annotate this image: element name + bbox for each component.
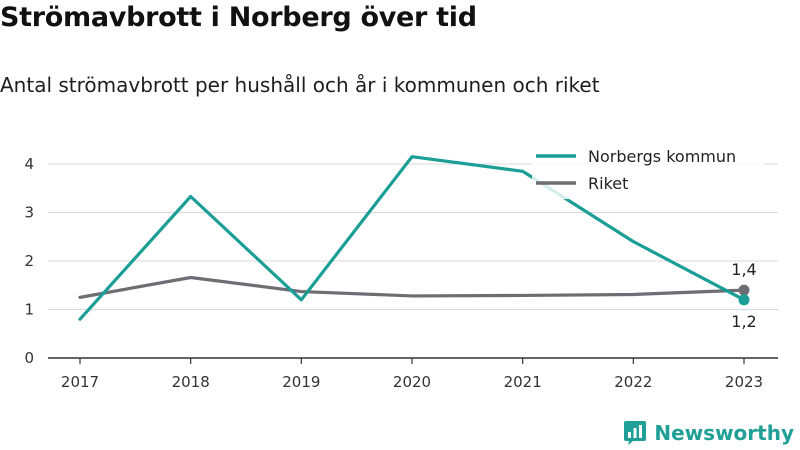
axis-ticks: 0 1 2 3 4 2017 2018 2019 2020 2021 2022 2023 [24,155,763,391]
chart-subtitle: Antal strömavbrott per hushåll och år i … [0,73,600,97]
legend-label: Norbergs kommun [588,147,736,166]
x-tick-label: 2021 [504,373,542,391]
series-end-point-norberg [738,294,750,306]
series-line-norberg [78,155,746,321]
chart-title: Strömavbrott i Norberg över tid [0,2,477,33]
end-label-norberg: 1,2 [731,312,756,331]
legend-label: Riket [588,174,628,193]
x-tick-label: 2022 [614,373,652,391]
bar-chart-logo-icon [624,421,647,445]
y-tick-label: 0 [24,349,34,367]
x-tick-label: 2017 [61,373,99,391]
newsworthy-brand: Newsworthy [622,420,794,446]
series-lines [78,155,750,321]
x-tick-label: 2018 [172,373,210,391]
end-label-riket: 1,4 [731,260,756,279]
legend: Norbergs kommun Riket [532,141,764,199]
x-tick-label: 2023 [725,373,763,391]
data-labels: 1,4 1,2 [731,260,756,331]
y-tick-label: 1 [24,301,34,319]
x-tick-label: 2020 [393,373,431,391]
y-tick-label: 4 [24,155,34,173]
y-tick-label: 3 [24,204,34,222]
y-tick-label: 2 [24,252,34,270]
legend-background [532,141,764,199]
brand-name: Newsworthy [654,421,794,445]
series-line-riket [78,275,746,299]
x-tick-label: 2019 [282,373,320,391]
series-end-point-riket [738,284,750,296]
